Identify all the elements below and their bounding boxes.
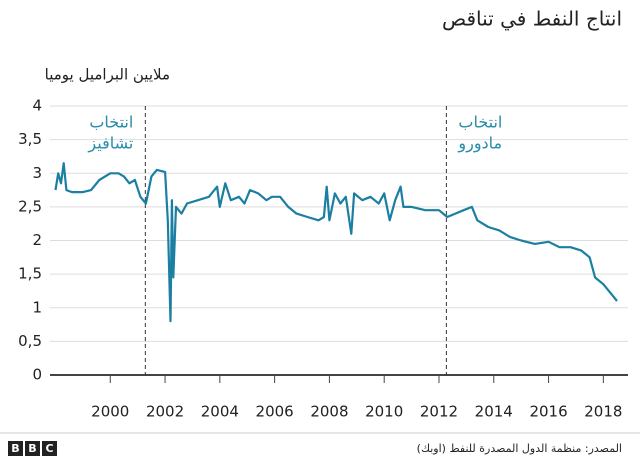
x-tick-label: 2004 [201, 403, 239, 421]
annotation-text: انتخاب [89, 113, 133, 132]
logo-letter: B [11, 442, 19, 455]
x-tick-label: 2018 [584, 403, 622, 421]
x-tick-label: 2006 [256, 403, 294, 421]
y-axis-label: ملايين البراميل يوميا [45, 66, 170, 84]
x-tick-label: 2016 [529, 403, 567, 421]
x-tick-label: 2014 [475, 403, 513, 421]
y-tick-label: 4 [32, 97, 42, 115]
x-tick-label: 2008 [310, 403, 348, 421]
logo-letter: C [45, 442, 53, 455]
chart-title: انتاج النفط في تناقص [442, 7, 622, 32]
y-tick-label: 1 [32, 298, 42, 316]
annotation-text: انتخاب [458, 113, 502, 132]
annotation-text: مادورو [457, 134, 502, 154]
annotation-text: تشافيز [87, 134, 133, 154]
y-tick-label: 1,5 [18, 265, 42, 283]
logo-box [25, 441, 40, 456]
y-tick-label: 0 [32, 366, 42, 384]
y-tick-label: 2 [32, 231, 42, 249]
y-tick-label: 3 [32, 164, 42, 182]
source: المصدر: منظمة الدول المصدرة للنفط (اوبك) [417, 442, 622, 455]
y-tick-label: 0,5 [18, 332, 42, 350]
x-tick-label: 2010 [365, 403, 403, 421]
series-line [54, 162, 618, 323]
y-tick-label: 2,5 [18, 197, 42, 215]
logo-letter: B [28, 442, 36, 455]
x-tick-label: 2002 [146, 403, 184, 421]
x-tick-label: 2012 [420, 403, 458, 421]
logo-box [42, 441, 57, 456]
logo-box [8, 441, 23, 456]
x-tick-label: 2000 [91, 403, 129, 421]
y-tick-label: 3,5 [18, 130, 42, 148]
